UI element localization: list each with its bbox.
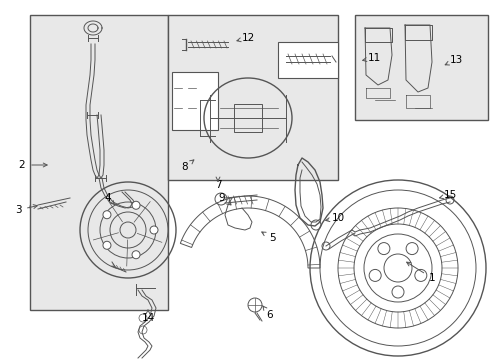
- Text: 11: 11: [368, 53, 381, 63]
- Bar: [234, 104, 262, 132]
- Text: 1: 1: [429, 273, 435, 283]
- Text: 15: 15: [443, 190, 457, 200]
- Text: 10: 10: [331, 213, 344, 223]
- Text: 2: 2: [19, 160, 25, 170]
- Bar: [30, 15, 168, 310]
- Text: 9: 9: [219, 193, 225, 203]
- Bar: [172, 72, 218, 130]
- Bar: [278, 42, 338, 78]
- Circle shape: [150, 226, 158, 234]
- Text: 5: 5: [269, 233, 275, 243]
- Circle shape: [103, 241, 111, 249]
- Text: 14: 14: [142, 313, 155, 323]
- Text: 13: 13: [449, 55, 463, 65]
- Text: 4: 4: [105, 193, 111, 203]
- Text: 12: 12: [242, 33, 255, 43]
- Bar: [168, 15, 338, 180]
- Text: 3: 3: [15, 205, 21, 215]
- Text: 8: 8: [182, 162, 188, 172]
- Circle shape: [132, 201, 140, 209]
- Text: 6: 6: [267, 310, 273, 320]
- Text: 7: 7: [215, 180, 221, 190]
- Circle shape: [103, 211, 111, 219]
- Bar: [355, 15, 488, 120]
- Circle shape: [132, 251, 140, 259]
